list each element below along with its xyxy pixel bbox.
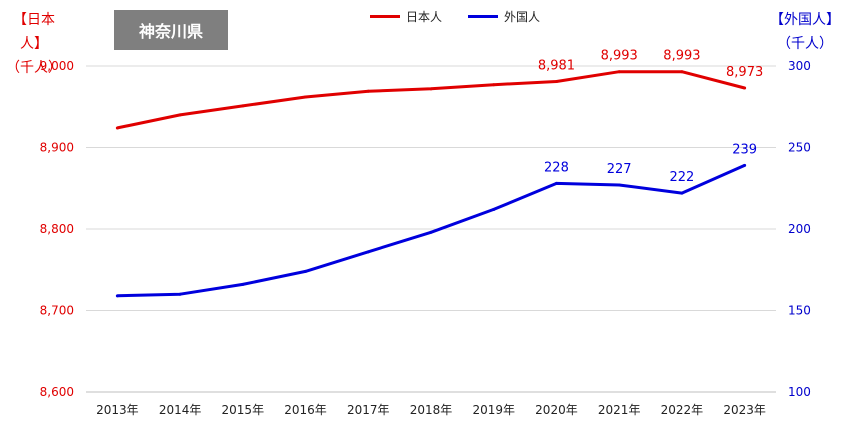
data-point-foreign — [429, 230, 433, 234]
left-axis-unit-line2: （千人） — [6, 60, 62, 76]
x-tick-label: 2014年 — [159, 403, 202, 417]
data-point-japanese — [115, 126, 119, 130]
series-line-japanese — [117, 70, 745, 130]
x-tick-label: 2021年 — [598, 403, 641, 417]
data-label-japanese: 8,973 — [726, 65, 763, 80]
right-axis-unit-line1: 【外国人】 — [770, 12, 840, 28]
data-point-japanese — [617, 70, 621, 74]
region-badge: 神奈川県 — [114, 10, 228, 50]
data-point-foreign — [554, 181, 558, 185]
data-point-japanese — [429, 87, 433, 91]
y-left-tick-label: 8,900 — [40, 141, 74, 155]
x-tick-label: 2019年 — [472, 403, 515, 417]
y-right-tick-label: 250 — [788, 141, 811, 155]
data-label-foreign: 227 — [607, 162, 632, 177]
data-point-japanese — [241, 104, 245, 108]
data-label-foreign: 239 — [732, 142, 757, 157]
data-point-foreign — [743, 163, 747, 167]
chart-legend: 日本人 外国人 — [370, 8, 540, 25]
y-right-tick-label: 150 — [788, 304, 811, 318]
data-point-japanese — [492, 83, 496, 87]
data-point-japanese — [304, 95, 308, 99]
y-left-tick-label: 8,800 — [40, 222, 74, 236]
legend-swatch-japanese — [370, 15, 400, 18]
x-tick-label: 2020年 — [535, 403, 578, 417]
y-right-tick-label: 300 — [788, 59, 811, 73]
data-point-foreign — [492, 207, 496, 211]
x-tick-label: 2013年 — [96, 403, 139, 417]
y-right-tick-label: 100 — [788, 385, 811, 399]
data-point-foreign — [178, 292, 182, 296]
data-point-japanese — [554, 79, 558, 83]
y-left-tick-label: 8,700 — [40, 304, 74, 318]
series-line-foreign — [117, 164, 746, 298]
data-point-foreign — [366, 250, 370, 254]
legend-item-foreign: 外国人 — [468, 8, 540, 25]
legend-label-japanese: 日本人 — [406, 10, 443, 24]
data-point-foreign — [241, 282, 245, 286]
x-tick-label: 2023年 — [723, 403, 766, 417]
legend-item-japanese: 日本人 — [370, 8, 442, 25]
left-axis-unit: 【日本人】 （千人） — [4, 8, 64, 80]
x-tick-label: 2017年 — [347, 403, 390, 417]
data-point-japanese — [366, 89, 370, 93]
data-point-foreign — [304, 269, 308, 273]
left-axis-unit-line1: 【日本人】 — [13, 12, 55, 52]
data-point-foreign — [115, 294, 119, 298]
data-label-foreign: 222 — [669, 170, 694, 185]
data-point-foreign — [680, 191, 684, 195]
x-tick-label: 2016年 — [284, 403, 327, 417]
right-axis-unit-line2: （千人） — [777, 36, 833, 52]
legend-label-foreign: 外国人 — [504, 10, 541, 24]
x-tick-label: 2022年 — [661, 403, 704, 417]
x-tick-label: 2015年 — [222, 403, 265, 417]
data-point-japanese — [178, 113, 182, 117]
data-label-japanese: 8,993 — [663, 49, 700, 64]
y-left-tick-label: 9,000 — [40, 59, 74, 73]
data-label-japanese: 8,993 — [601, 49, 638, 64]
x-tick-label: 2018年 — [410, 403, 453, 417]
y-left-tick-label: 8,600 — [40, 385, 74, 399]
right-axis-unit: 【外国人】 （千人） — [770, 8, 840, 56]
data-point-japanese — [680, 70, 684, 74]
legend-swatch-foreign — [468, 15, 499, 18]
data-point-japanese — [743, 86, 747, 90]
data-point-foreign — [617, 183, 621, 187]
data-label-japanese: 8,981 — [538, 58, 575, 73]
y-right-tick-label: 200 — [788, 222, 811, 236]
data-label-foreign: 228 — [544, 160, 569, 175]
